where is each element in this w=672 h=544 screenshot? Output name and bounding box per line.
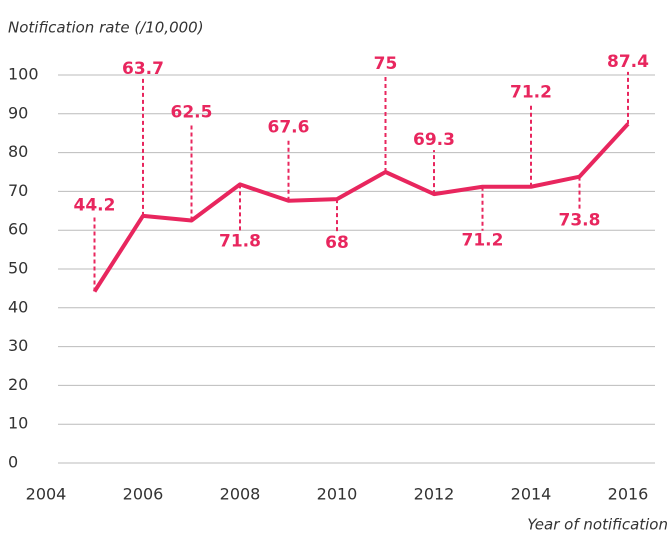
y-tick-label: 90 bbox=[8, 103, 28, 122]
line bbox=[92, 122, 630, 293]
x-axis-label: Year of notification bbox=[527, 516, 668, 534]
y-tick-label: 0 bbox=[8, 453, 18, 472]
x-tick-label: 2016 bbox=[608, 485, 649, 504]
data-label: 69.3 bbox=[413, 130, 455, 150]
data-label: 68 bbox=[325, 233, 349, 253]
y-tick-label: 30 bbox=[8, 336, 28, 355]
data-label: 71.2 bbox=[462, 231, 504, 251]
y-axis-label: Notification rate (/10,000) bbox=[8, 19, 204, 37]
data-label: 63.7 bbox=[122, 59, 164, 79]
data-label: 73.8 bbox=[559, 211, 601, 231]
x-tick-label: 2004 bbox=[26, 485, 67, 504]
y-tick-label: 80 bbox=[8, 142, 28, 161]
data-label: 67.6 bbox=[268, 118, 310, 138]
x-tick-label: 2006 bbox=[123, 485, 164, 504]
data-label: 87.4 bbox=[607, 52, 649, 72]
data-label: 71.2 bbox=[510, 83, 552, 103]
data-label: 75 bbox=[374, 54, 398, 74]
y-tick-label: 20 bbox=[8, 375, 28, 394]
y-tick-label: 100 bbox=[8, 65, 39, 84]
x-tick-label: 2008 bbox=[220, 485, 261, 504]
y-tick-label: 40 bbox=[8, 297, 28, 316]
x-tick-label: 2012 bbox=[414, 485, 455, 504]
data-label: 62.5 bbox=[171, 103, 213, 123]
x-tick-label: 2014 bbox=[511, 485, 552, 504]
y-tick-label: 60 bbox=[8, 220, 28, 239]
y-tick-label: 10 bbox=[8, 414, 28, 433]
y-tick-label: 70 bbox=[8, 181, 28, 200]
y-tick-label: 50 bbox=[8, 259, 28, 278]
x-tick-label: 2010 bbox=[317, 485, 358, 504]
data-label: 71.8 bbox=[219, 231, 261, 251]
data-label: 44.2 bbox=[74, 196, 116, 216]
